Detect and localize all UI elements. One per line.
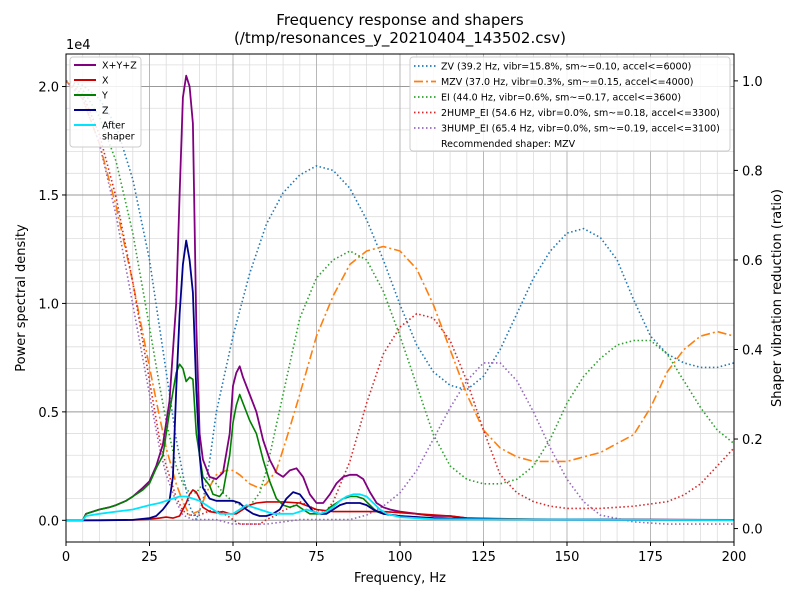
y-tick-label: 0.5 — [38, 406, 59, 421]
y2-tick-label: 0.6 — [742, 254, 763, 269]
x-tick-label: 100 — [388, 550, 413, 565]
chart-title: Frequency response and shapers — [276, 11, 524, 29]
y-tick-label: 1.5 — [38, 189, 59, 204]
y-tick-label: 1.0 — [38, 297, 59, 312]
shaper-legend-label: ZV (39.2 Hz, vibr=15.8%, sm~=0.10, accel… — [441, 62, 691, 73]
shaper-line-ei — [65, 80, 735, 508]
x-axis-label: Frequency, Hz — [354, 571, 446, 586]
psd-line-x — [66, 489, 735, 522]
psd-legend-label: shaper — [102, 132, 135, 143]
x-tick-label: 50 — [225, 550, 242, 565]
x-tick-label: 0 — [62, 550, 70, 565]
y2-axis-label: Shaper vibration reduction (ratio) — [770, 189, 785, 407]
series-layer — [65, 74, 735, 525]
psd-line-after-shaper — [66, 493, 735, 522]
psd-line-y — [66, 363, 735, 522]
shaper-legend: ZV (39.2 Hz, vibr=15.8%, sm~=0.10, accel… — [409, 56, 731, 152]
y2-tick-label: 0.2 — [742, 433, 763, 448]
psd-legend-label: After — [102, 121, 125, 132]
shaper-legend-box — [409, 56, 731, 152]
x-tick-label: 200 — [722, 550, 747, 565]
psd-legend-label: Y — [101, 91, 108, 102]
y-tick-label: 0.0 — [38, 514, 59, 529]
x-tick-label: 175 — [638, 550, 663, 565]
x-tick-label: 125 — [471, 550, 496, 565]
shaper-legend-label: 3HUMP_EI (65.4 Hz, vibr=0.0%, sm~=0.19, … — [441, 124, 720, 135]
axis-ticks: 0 25 50 75 100 125 150 175 200 0.0 0.5 1.0 1.5 2.0 0.0… — [38, 75, 762, 565]
y-tick-label: 2.0 — [38, 81, 59, 96]
psd-legend-label: X+Y+Z — [102, 61, 137, 72]
shaper-legend-label: EI (44.0 Hz, vibr=0.6%, sm~=0.17, accel<… — [441, 93, 681, 104]
y2-tick-label: 0.8 — [742, 164, 763, 179]
x-tick-label: 75 — [308, 550, 325, 565]
recommended-shaper-note: Recommended shaper: MZV — [441, 139, 576, 150]
y2-tick-label: 1.0 — [742, 75, 763, 90]
shaper-line-3hump-ei — [65, 80, 734, 525]
y2-tick-label: 0.4 — [742, 343, 763, 358]
shaper-legend-label: 2HUMP_EI (54.6 Hz, vibr=0.0%, sm~=0.18, … — [441, 108, 720, 119]
chart-subtitle: (/tmp/resonances_y_20210404_143502.csv) — [234, 29, 566, 48]
shaper-line-mzv — [65, 80, 735, 516]
shaper-legend-label: MZV (37.0 Hz, vibr=0.3%, sm~=0.15, accel… — [441, 77, 693, 88]
psd-legend-label: Z — [102, 106, 109, 117]
x-tick-label: 25 — [141, 550, 158, 565]
psd-legend-label: X — [102, 76, 109, 87]
x-tick-label: 150 — [555, 550, 580, 565]
psd-line-z — [66, 239, 735, 522]
psd-line-x-y-z — [66, 74, 735, 522]
y-axis-label: Power spectral density — [14, 224, 29, 372]
y2-tick-label: 0.0 — [742, 523, 763, 538]
y-scale-label: 1e4 — [66, 38, 91, 53]
